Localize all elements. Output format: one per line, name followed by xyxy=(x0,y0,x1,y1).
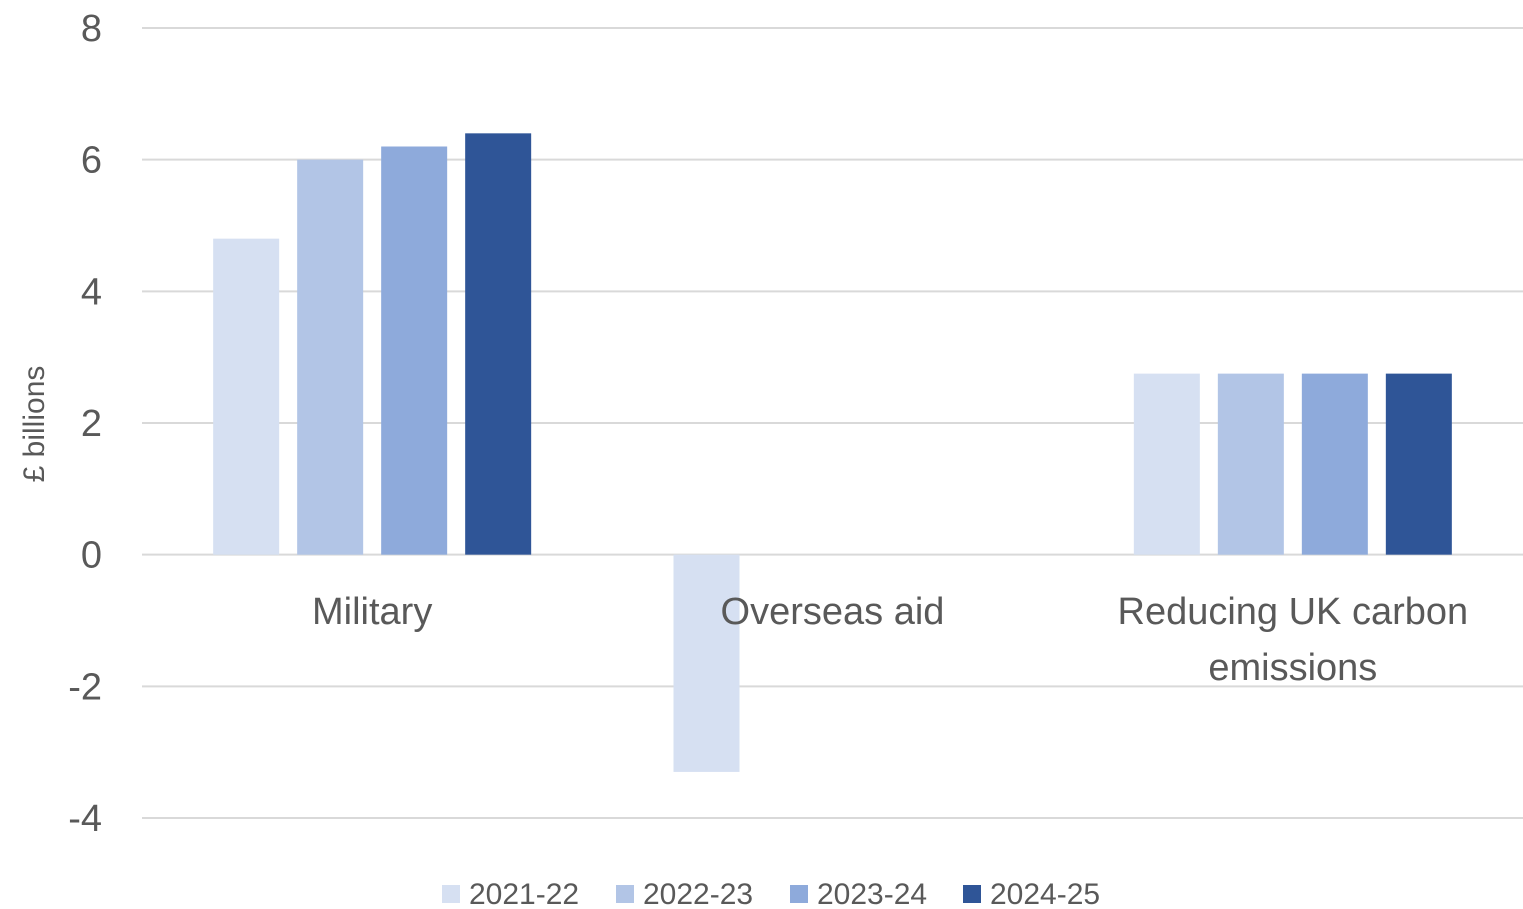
y-tick-label: 2 xyxy=(81,403,102,445)
bar xyxy=(465,133,532,555)
bar xyxy=(297,159,364,555)
y-tick-label: 4 xyxy=(81,271,102,313)
legend-swatch xyxy=(442,885,460,903)
y-tick-label: -4 xyxy=(68,798,102,840)
legend-label: 2023-24 xyxy=(817,878,927,909)
y-tick-label: 0 xyxy=(81,535,102,577)
bar xyxy=(1385,373,1452,555)
legend-label: 2021-22 xyxy=(469,878,579,909)
x-category-label: Military xyxy=(312,591,432,633)
x-category-label: Reducing UK carbon xyxy=(1118,591,1469,633)
bar xyxy=(673,554,740,772)
x-axis-categories: Military Overseas aid Reducing UK carbon em… xyxy=(312,591,1468,689)
legend: 2021-22 2022-23 2023-24 2024-25 xyxy=(442,878,1100,909)
x-category-label: Overseas aid xyxy=(721,591,945,633)
bar xyxy=(1133,373,1200,555)
bar xyxy=(213,238,280,555)
bar xyxy=(1301,373,1368,555)
y-tick-label: -2 xyxy=(68,666,102,708)
legend-swatch xyxy=(616,885,634,903)
y-tick-label: 6 xyxy=(81,140,102,182)
gridlines xyxy=(142,27,1523,819)
legend-label: 2024-25 xyxy=(990,878,1100,909)
y-axis-ticks: 8 6 4 2 0 -2 -4 xyxy=(68,8,102,840)
y-tick-label: 8 xyxy=(81,8,102,50)
y-axis-label: £ billions xyxy=(18,366,51,483)
bar xyxy=(1217,373,1284,555)
x-category-label: emissions xyxy=(1208,647,1377,689)
bars xyxy=(213,133,1452,772)
legend-swatch xyxy=(963,885,981,903)
legend-label: 2022-23 xyxy=(643,878,753,909)
bar xyxy=(381,146,448,555)
legend-swatch xyxy=(790,885,808,903)
